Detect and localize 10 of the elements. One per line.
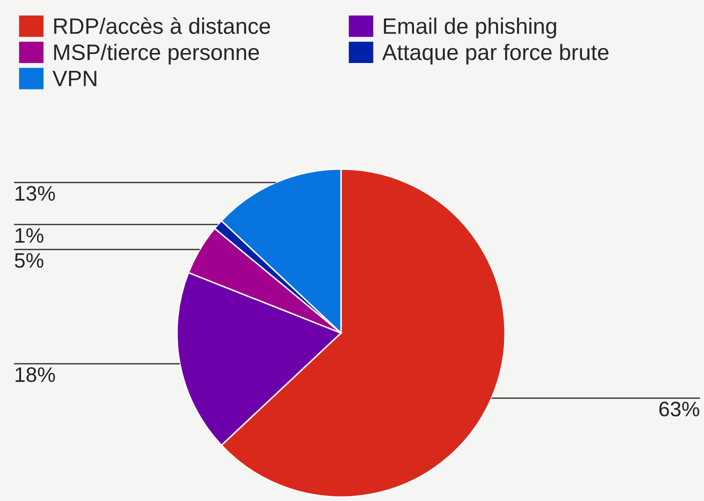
data-label: 18% [16,367,55,382]
data-label: 1% [16,228,44,243]
legend-label: Email de phishing [384,18,556,38]
legend-label: Attaque par force brute [382,44,608,65]
data-label: 63% [659,402,700,416]
legend-label: RDP/accès à distance [54,17,270,34]
legend-label: VPN [52,70,96,86]
data-label: 5% [14,253,44,268]
data-label: 13% [16,186,55,201]
legend-label: MSP/tierce personne [54,44,259,65]
